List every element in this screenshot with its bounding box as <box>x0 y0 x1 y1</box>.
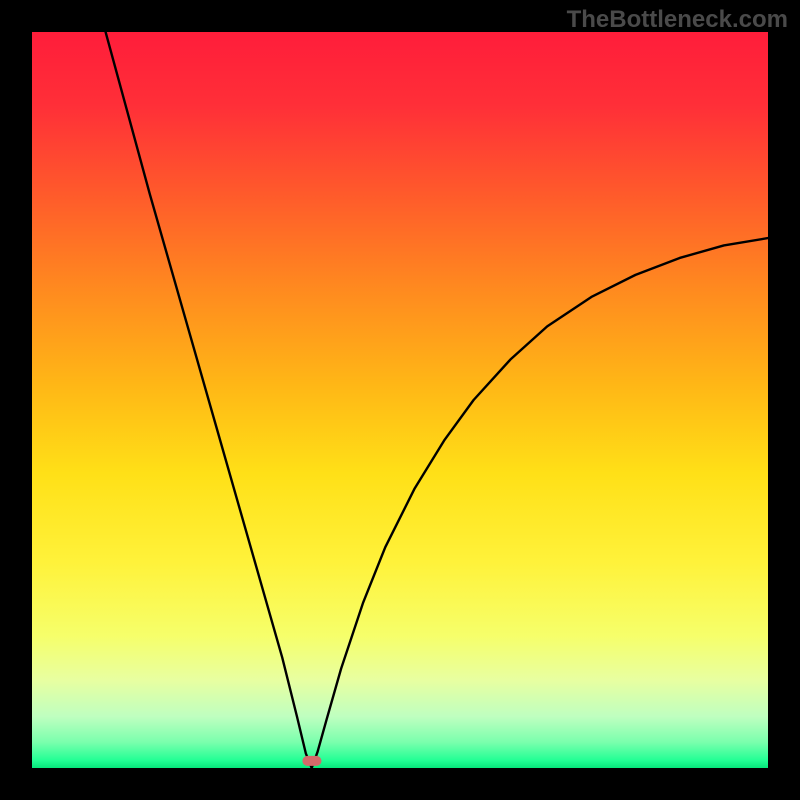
chart-container: TheBottleneck.com <box>0 0 800 800</box>
curve-svg <box>32 32 768 768</box>
watermark-text: TheBottleneck.com <box>567 6 788 34</box>
vertex-marker <box>302 755 321 765</box>
plot-area <box>32 32 768 768</box>
bottleneck-curve <box>106 32 768 768</box>
